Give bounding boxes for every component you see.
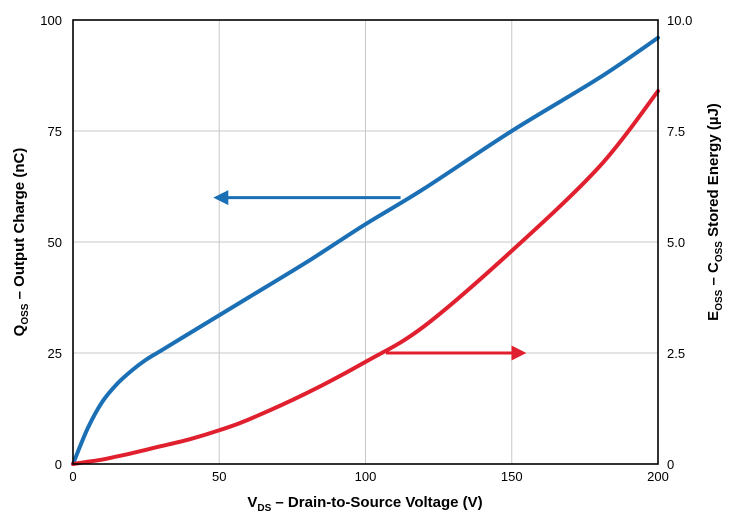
y-right-tick-label: 5.0 [667,235,685,250]
grid-lines [73,20,658,464]
stored-energy-line [71,89,660,466]
y-right-tick-label: 2.5 [667,346,685,361]
annotations [213,190,527,361]
y-right-tick-label: 7.5 [667,124,685,139]
y-left-tick-label: 0 [55,457,62,472]
y-axis-right-label: EOSS – COSS Stored Energy (µJ) [705,103,725,321]
x-tick-label: 100 [355,469,377,484]
y-right-tick-label: 10.0 [667,13,692,28]
x-tick-label: 0 [69,469,76,484]
y-axis-left-label: QOSS – Output Charge (nC) [11,148,31,337]
x-tick-label: 150 [501,469,523,484]
y-left-tick-label: 75 [48,124,62,139]
series-lines [71,35,660,466]
y-left-tick-label: 100 [40,13,62,28]
x-tick-label: 200 [647,469,669,484]
output-charge-line [71,35,660,466]
x-axis-label: VDS – Drain-to-Source Voltage (V) [247,494,482,514]
y-right-tick-label: 0 [667,457,674,472]
plot-frame [72,19,659,465]
x-tick-label: 50 [212,469,226,484]
y-left-tick-label: 50 [48,235,62,250]
y-left-tick-label: 25 [48,346,62,361]
